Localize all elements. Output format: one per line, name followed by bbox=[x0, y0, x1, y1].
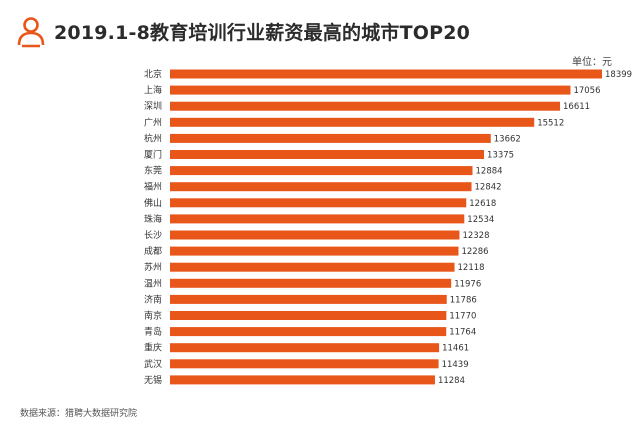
value-label: 11976 bbox=[454, 279, 481, 289]
category-label: 上海 bbox=[144, 84, 162, 96]
value-label: 12328 bbox=[462, 231, 489, 241]
value-label: 18399 bbox=[605, 70, 632, 80]
value-label: 11461 bbox=[442, 344, 469, 354]
bar bbox=[170, 343, 440, 353]
value-label: 12286 bbox=[461, 247, 488, 257]
category-label: 长沙 bbox=[144, 229, 162, 241]
data-source: 数据来源：猎聘大数据研究院 bbox=[20, 409, 138, 419]
value-label: 11764 bbox=[449, 328, 476, 338]
category-label: 苏州 bbox=[144, 261, 162, 273]
bar bbox=[170, 117, 535, 127]
value-label: 11786 bbox=[450, 295, 477, 305]
category-label: 济南 bbox=[144, 293, 162, 305]
value-label: 11284 bbox=[438, 376, 465, 386]
category-label: 广州 bbox=[144, 116, 162, 128]
value-label: 13662 bbox=[494, 134, 521, 144]
value-label: 12618 bbox=[469, 199, 496, 209]
category-label: 成都 bbox=[144, 245, 162, 257]
bar bbox=[170, 230, 460, 240]
bar bbox=[170, 198, 467, 208]
category-label: 北京 bbox=[144, 68, 162, 80]
value-label: 11770 bbox=[449, 312, 476, 322]
chart-title: 2019.1-8教育培训行业薪资最高的城市TOP20 bbox=[54, 22, 471, 44]
bar bbox=[170, 246, 459, 256]
bar bbox=[170, 359, 439, 369]
value-label: 12534 bbox=[467, 215, 494, 225]
value-label: 12118 bbox=[458, 263, 485, 273]
category-label: 杭州 bbox=[144, 132, 162, 144]
bar bbox=[170, 166, 473, 176]
category-label: 重庆 bbox=[144, 342, 162, 354]
bar bbox=[170, 85, 571, 95]
category-label: 东莞 bbox=[144, 165, 162, 177]
bar bbox=[170, 182, 472, 192]
unit-label: 单位：元 bbox=[572, 57, 612, 68]
category-label: 无锡 bbox=[144, 375, 162, 386]
person-icon bbox=[17, 17, 45, 48]
bar bbox=[170, 327, 447, 337]
value-label: 17056 bbox=[573, 86, 600, 96]
category-label: 福州 bbox=[144, 181, 162, 193]
bar bbox=[170, 69, 602, 79]
bar bbox=[170, 150, 485, 159]
value-label: 11439 bbox=[442, 360, 469, 370]
bar bbox=[170, 294, 447, 304]
value-label: 13375 bbox=[487, 151, 514, 161]
bar bbox=[170, 214, 465, 224]
bar bbox=[170, 375, 435, 385]
category-label: 温州 bbox=[144, 278, 162, 289]
category-label: 武汉 bbox=[144, 358, 162, 370]
value-label: 12884 bbox=[476, 167, 503, 177]
bar bbox=[170, 133, 491, 143]
category-label: 珠海 bbox=[144, 213, 162, 225]
bar bbox=[170, 101, 561, 111]
category-label: 深圳 bbox=[144, 101, 162, 112]
value-label: 15512 bbox=[537, 118, 564, 128]
category-label: 南京 bbox=[144, 310, 162, 322]
chart-header: 2019.1-8教育培训行业薪资最高的城市TOP20 bbox=[14, 14, 614, 48]
value-label: 16611 bbox=[563, 102, 590, 112]
category-label: 青岛 bbox=[144, 326, 162, 338]
bar bbox=[170, 311, 447, 320]
category-label: 佛山 bbox=[144, 197, 162, 209]
category-label: 厦门 bbox=[144, 149, 162, 161]
bar bbox=[170, 278, 452, 288]
value-label: 12842 bbox=[475, 183, 502, 193]
bar bbox=[170, 262, 455, 272]
